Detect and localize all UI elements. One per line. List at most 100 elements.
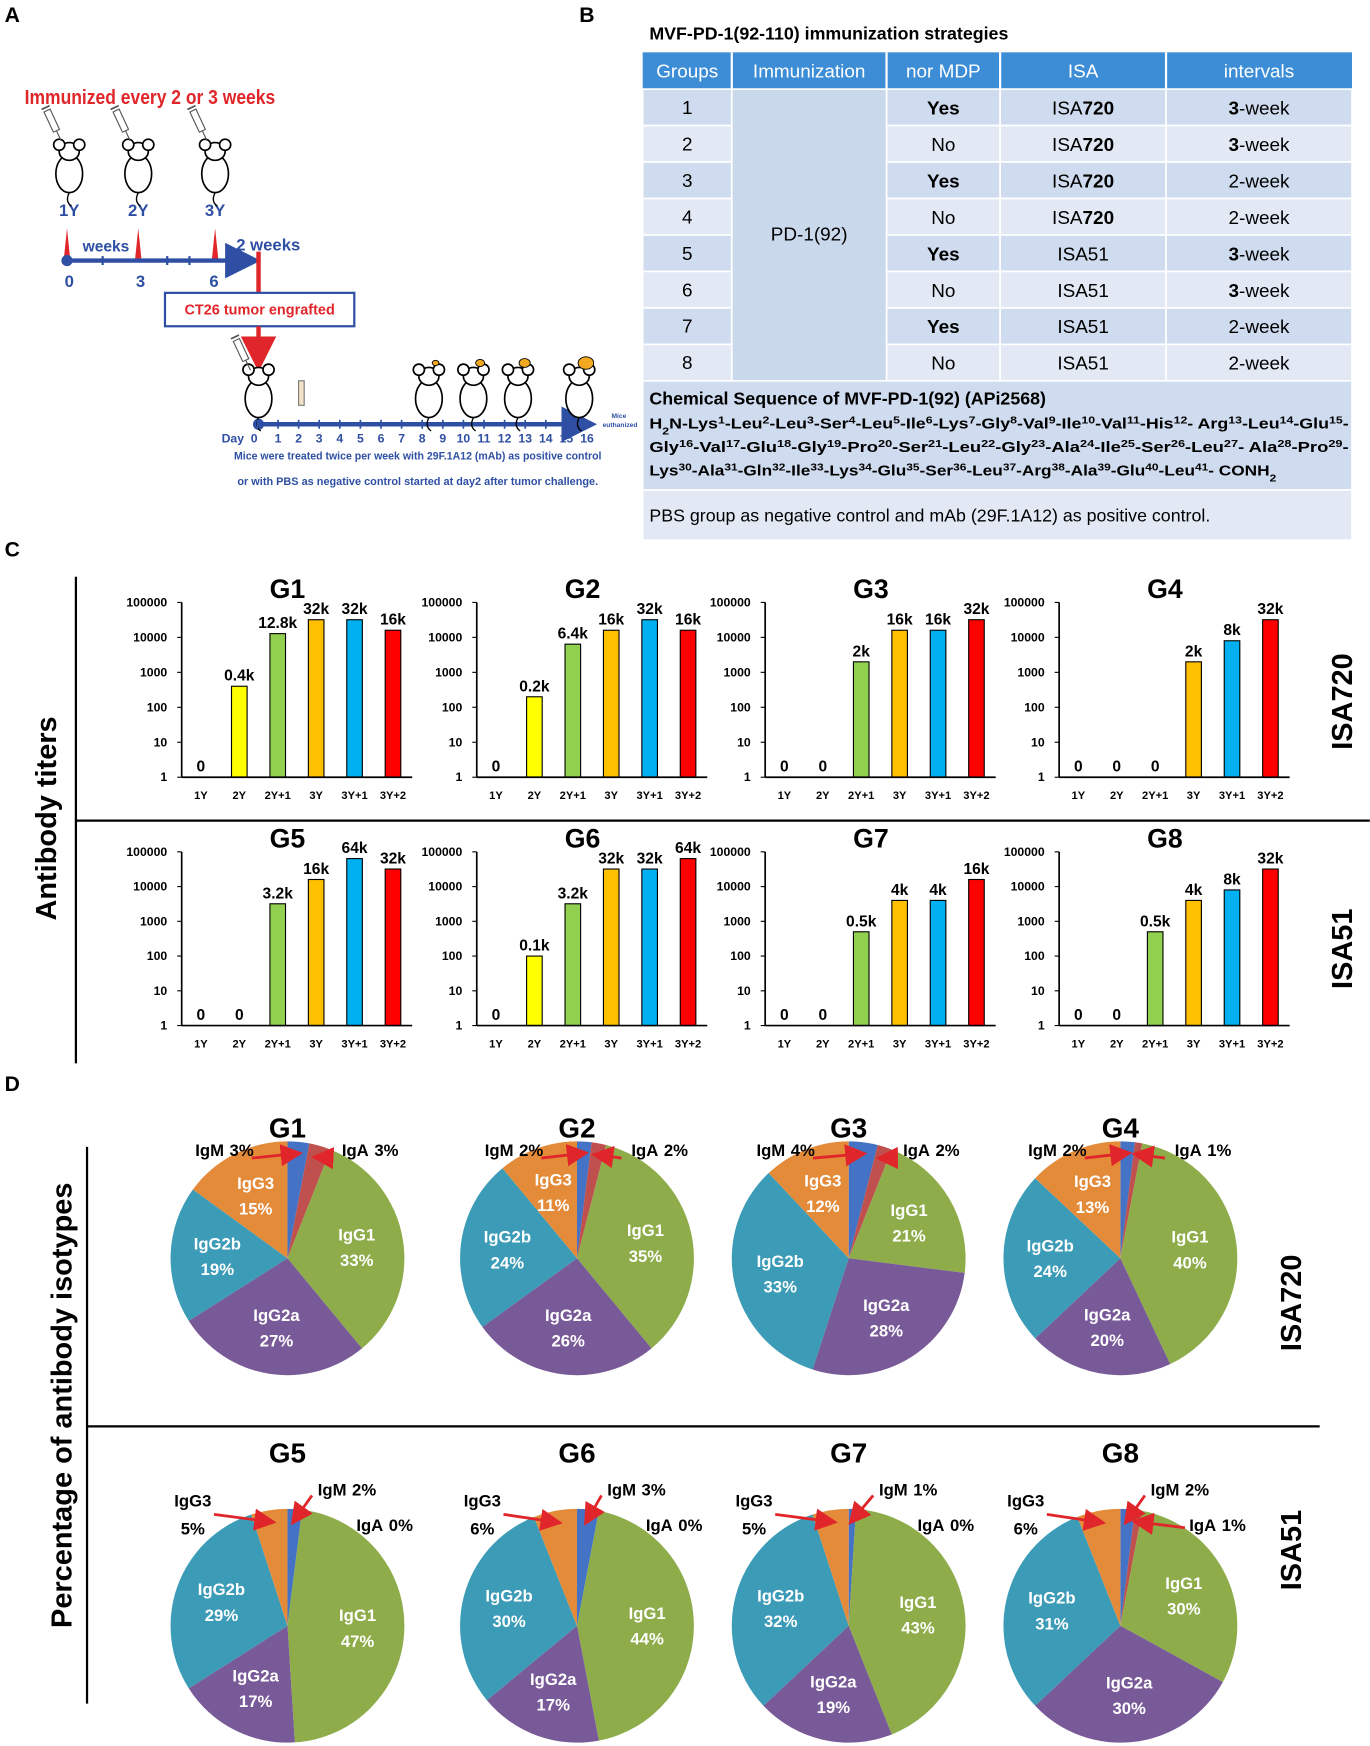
bar bbox=[1185, 899, 1202, 1027]
day-number: 3 bbox=[316, 432, 323, 446]
syringe-plunger bbox=[187, 104, 196, 111]
slice-label: IgG3 bbox=[237, 1174, 274, 1193]
row-label: ISA720 bbox=[1327, 653, 1359, 750]
slice-label: IgG1 bbox=[1171, 1228, 1208, 1247]
value-label: 6.4k bbox=[558, 626, 589, 643]
slice-value: 2% bbox=[1062, 1141, 1086, 1160]
mouse-icon bbox=[242, 363, 275, 432]
slice-value: 26% bbox=[551, 1332, 585, 1351]
slice-label: IgA bbox=[1175, 1141, 1202, 1160]
panel-label: B bbox=[579, 4, 594, 27]
y-tick-label: 10000 bbox=[133, 880, 167, 894]
slice-value: 3% bbox=[642, 1480, 666, 1499]
y-tick-label: 100 bbox=[730, 949, 751, 963]
slice-label: IgM bbox=[607, 1480, 636, 1499]
x-tick-label: 3Y+2 bbox=[1257, 790, 1283, 802]
value-label: 16k bbox=[303, 861, 329, 878]
y-tick-label: 100000 bbox=[1004, 595, 1045, 609]
y-tick-label: 1000 bbox=[435, 665, 462, 679]
cell-text: ISA51 bbox=[1057, 244, 1109, 265]
bar bbox=[307, 619, 325, 778]
label-arrow bbox=[251, 1144, 303, 1167]
bar bbox=[307, 878, 325, 1027]
pie-slice bbox=[848, 1508, 857, 1626]
slice-value: 0% bbox=[950, 1516, 974, 1535]
slice-value: 19% bbox=[201, 1260, 235, 1279]
slice-label: IgG2b bbox=[485, 1587, 532, 1606]
day-number: 15 bbox=[560, 432, 574, 446]
table-cell: No bbox=[931, 280, 955, 301]
pie-slice bbox=[576, 1145, 694, 1349]
x-tick-label: 3Y bbox=[1187, 1038, 1201, 1050]
pie-slice bbox=[576, 1510, 694, 1741]
mouse-ear bbox=[262, 363, 275, 377]
sequence-text: -Leu bbox=[1159, 463, 1195, 479]
x-tick-label: 1Y bbox=[489, 1038, 503, 1050]
x-tick-label: 2Y+1 bbox=[560, 1038, 586, 1050]
chart-title: G6 bbox=[558, 1438, 595, 1469]
value-label: 0 bbox=[197, 1007, 206, 1024]
pie-slice bbox=[1035, 1258, 1171, 1376]
cell-bg bbox=[641, 161, 733, 200]
tumor-box bbox=[163, 291, 356, 328]
footnote: PBS group as negative control and mAb (2… bbox=[649, 506, 1210, 526]
syringe-icon bbox=[110, 104, 131, 142]
y-tick-label: 10000 bbox=[428, 630, 462, 644]
syringe-icon bbox=[41, 104, 62, 142]
y-tick-label: 100 bbox=[1024, 700, 1045, 714]
value-label: 0 bbox=[197, 759, 206, 776]
mouse-icon bbox=[52, 138, 86, 207]
superscript: 35 bbox=[906, 462, 920, 473]
sequence-text: -Leu bbox=[1242, 417, 1280, 433]
pie-slice bbox=[1120, 1509, 1143, 1626]
value-label: 0 bbox=[780, 1007, 789, 1024]
table-cell: ISA720 bbox=[1052, 134, 1114, 155]
header-cell: Immunization bbox=[753, 61, 865, 82]
value-label: 32k bbox=[380, 851, 406, 868]
y-tick-label: 100000 bbox=[421, 845, 462, 859]
schedule-diagram: Immunized every 2 or 3 weeks 1Y 2Y 3Y we… bbox=[25, 87, 638, 488]
value-label: 8k bbox=[1223, 622, 1241, 639]
slice-label: IgA bbox=[1189, 1516, 1216, 1535]
panel-label: C bbox=[5, 539, 20, 562]
value-label: 3.2k bbox=[558, 885, 589, 902]
label-arrow bbox=[584, 1494, 605, 1526]
y-tick-label: 10000 bbox=[717, 630, 751, 644]
dose-label: 1Y bbox=[59, 201, 79, 220]
slice-label: IgG3 bbox=[174, 1492, 211, 1511]
value-label: 2k bbox=[1185, 643, 1203, 660]
slice-value: 17% bbox=[537, 1696, 571, 1715]
slice-value: 6% bbox=[470, 1519, 494, 1538]
sequence-text: -Gln bbox=[738, 463, 773, 479]
x-tick-label: 2Y+1 bbox=[560, 790, 586, 802]
weeks-label: weeks bbox=[82, 239, 130, 256]
sequence-text: -Pro bbox=[1292, 440, 1329, 456]
table-cell: 2 bbox=[682, 134, 693, 155]
table-cell: ISA51 bbox=[1057, 317, 1109, 338]
x-tick-label: 1Y bbox=[194, 790, 208, 802]
slice-value: 24% bbox=[491, 1253, 525, 1272]
slice-label: IgA bbox=[646, 1516, 673, 1535]
superscript: 4 bbox=[849, 415, 856, 426]
table-cell: 2-week bbox=[1229, 171, 1290, 192]
y-tick-label: 1000 bbox=[140, 665, 167, 679]
sequence-bg bbox=[641, 379, 1353, 491]
bar bbox=[526, 696, 543, 778]
cell-bg bbox=[999, 124, 1167, 163]
pie-slice bbox=[287, 1141, 310, 1259]
bar bbox=[641, 868, 658, 1027]
sequence-text: -Ala bbox=[1065, 463, 1099, 479]
pie-slice bbox=[486, 1625, 599, 1743]
slice-label: IgG1 bbox=[627, 1221, 664, 1240]
slice-label: IgG3 bbox=[735, 1492, 772, 1511]
label-arrow bbox=[1131, 1512, 1186, 1535]
syringe-needle bbox=[201, 130, 208, 142]
value-label: 0 bbox=[818, 1007, 827, 1024]
slice-label: IgA bbox=[356, 1516, 383, 1535]
cell-bg bbox=[641, 124, 733, 163]
value-label: 0 bbox=[1151, 759, 1160, 776]
slice-value: 32% bbox=[764, 1612, 798, 1631]
x-tick-label: 1Y bbox=[778, 1038, 792, 1050]
label-arrow bbox=[1046, 1508, 1107, 1531]
superscript: 20 bbox=[878, 439, 893, 450]
